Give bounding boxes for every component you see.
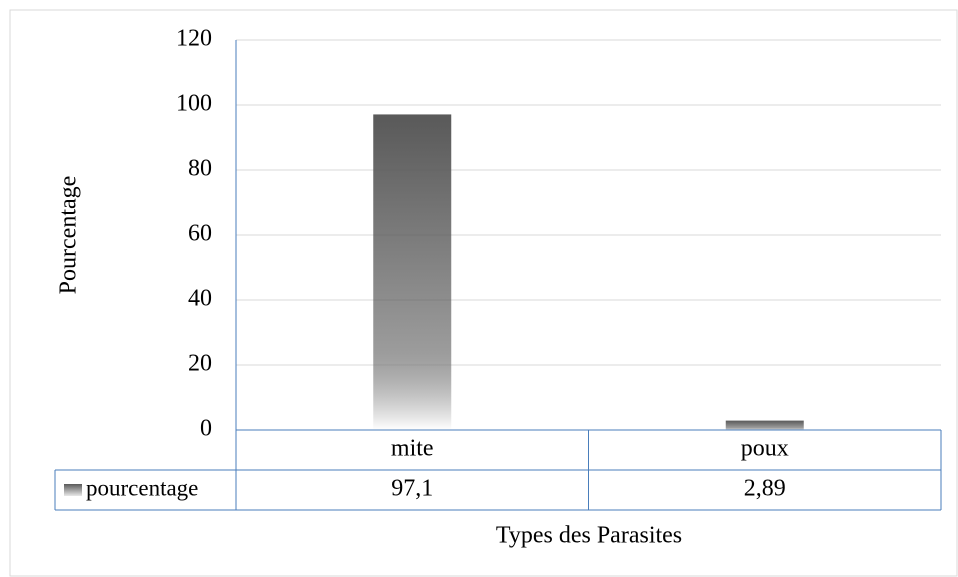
- y-tick-label: 120: [176, 26, 212, 52]
- data-label: 2,89: [744, 476, 786, 502]
- y-tick-label: 0: [200, 416, 212, 442]
- y-tick-label: 20: [188, 351, 212, 377]
- y-tick-label: 100: [176, 91, 212, 117]
- y-tick-label: 60: [188, 221, 212, 247]
- y-tick-label: 80: [188, 156, 212, 182]
- chart-border: [9, 9, 958, 577]
- legend-key: [64, 484, 82, 496]
- bar: [725, 420, 804, 430]
- legend-label: pourcentage: [86, 475, 198, 500]
- data-label: 97,1: [391, 476, 433, 502]
- y-tick-label: 40: [188, 286, 212, 312]
- bar: [373, 114, 452, 431]
- x-tick-label: mite: [391, 436, 434, 462]
- y-axis-title: Pourcentage: [56, 176, 82, 295]
- x-axis-title: Types des Parasites: [496, 523, 682, 549]
- x-tick-label: poux: [741, 436, 789, 462]
